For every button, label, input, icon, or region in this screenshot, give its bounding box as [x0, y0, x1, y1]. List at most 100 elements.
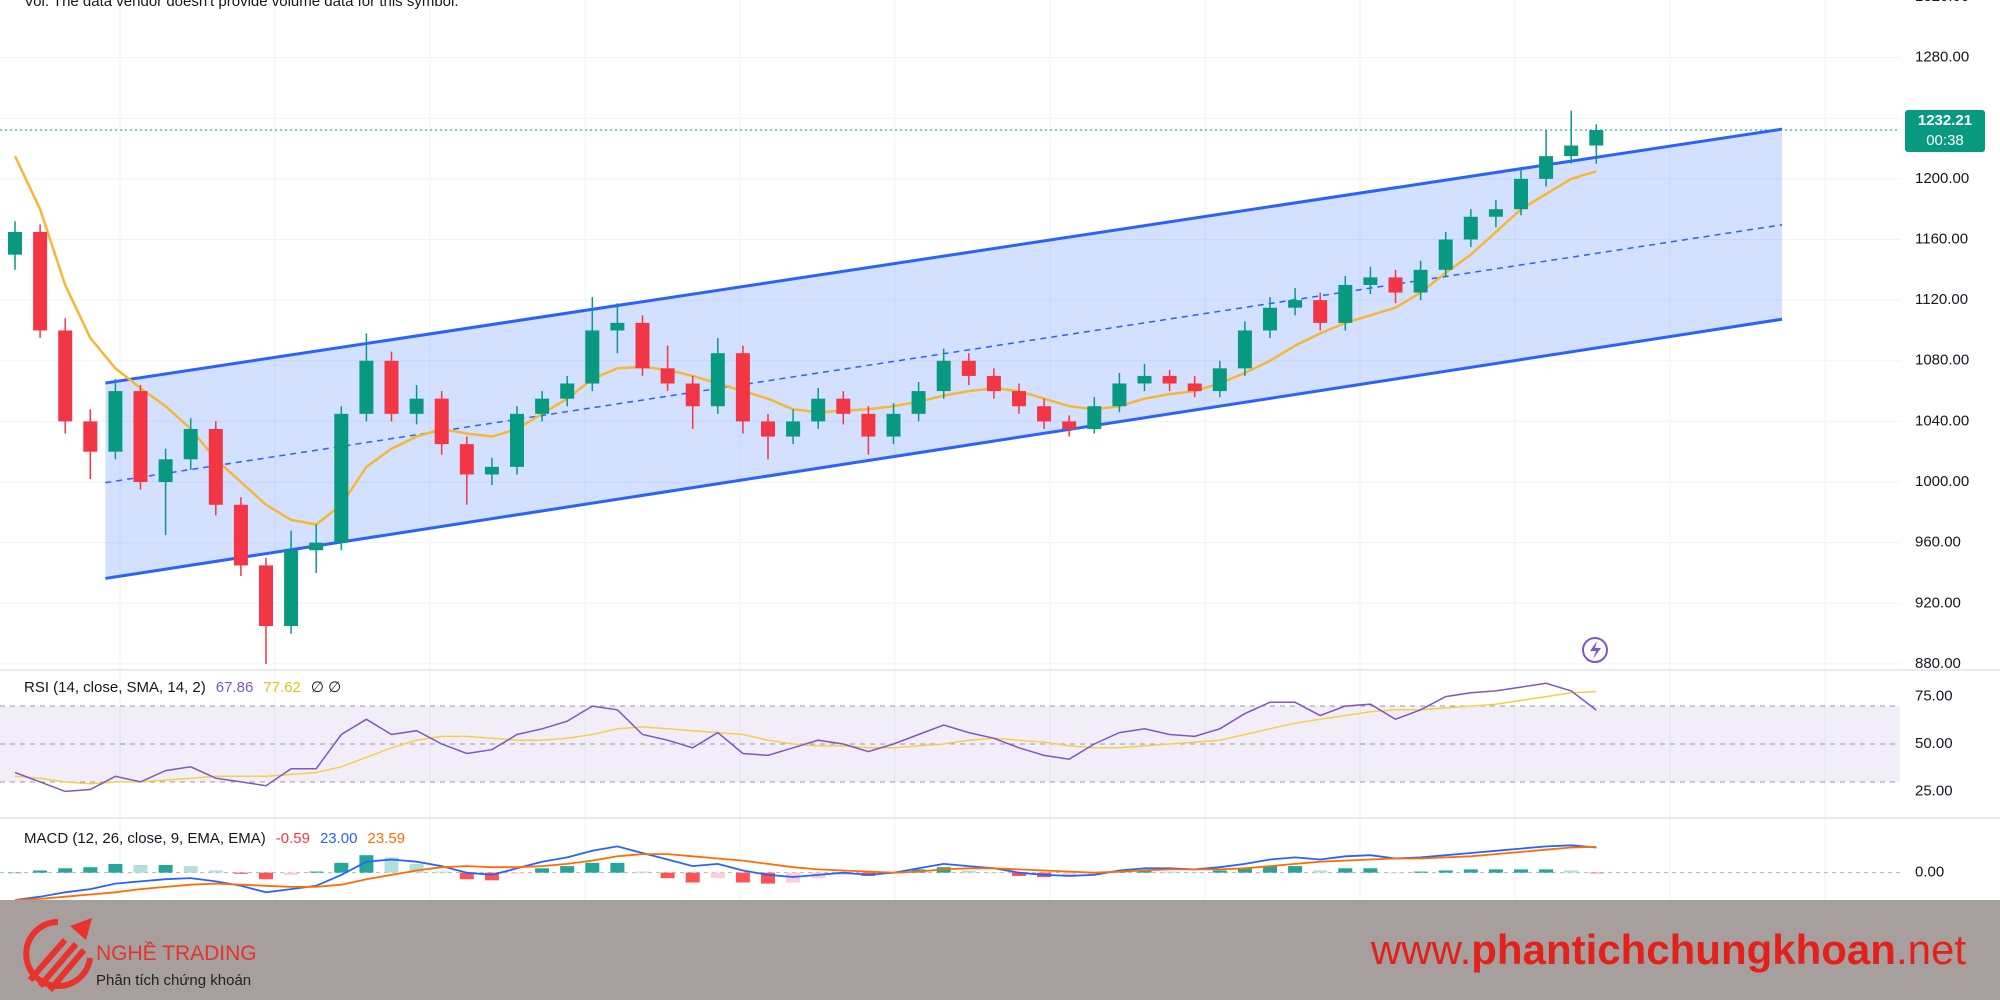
candle-body [183, 428, 198, 460]
moving-average [13, 155, 1597, 526]
candle-body [1162, 375, 1177, 384]
candle-body [83, 421, 98, 452]
histogram-bar [1514, 869, 1528, 873]
tagline: Phân tích chứng khoán [96, 972, 252, 989]
y-tick-label: 1000.00 [1915, 473, 1969, 490]
candle-body [1463, 216, 1478, 240]
y-tick-label: 880.00 [1915, 655, 1961, 672]
rsi-sma-value: 77.62 [263, 679, 301, 696]
y-tick-label: 960.00 [1915, 534, 1961, 551]
pane [8, 110, 1783, 664]
candle-body [1313, 300, 1328, 323]
y-tick-label: 1040.00 [1915, 412, 1969, 429]
histogram-bar [585, 862, 600, 873]
candle-body [158, 459, 173, 483]
rsi-line [14, 682, 1597, 793]
histogram-bar [1087, 872, 1102, 875]
y-tick-label: 25.00 [1915, 782, 1953, 799]
histogram-bar [8, 872, 22, 874]
candle-body [1112, 383, 1127, 407]
candle-body [585, 330, 600, 384]
candle-body [735, 353, 750, 422]
candle-body [384, 360, 399, 414]
rsi-legend: RSI (14, close, SMA, 14, 2) 67.86 77.62 ∅ ∅ [24, 679, 341, 696]
macd-line [14, 844, 1597, 900]
histogram-bar [1338, 868, 1353, 873]
channel-upper [105, 127, 1783, 385]
url-main: phantichchungkhoan [1471, 926, 1896, 973]
macd-line [14, 846, 1597, 900]
last-price-box [1905, 110, 1985, 153]
candle-body [1263, 307, 1277, 331]
candle-body [936, 360, 951, 392]
histogram-bar [710, 872, 725, 879]
candle-body [1488, 209, 1503, 217]
last-price-label: 1232.21 [1918, 112, 1972, 129]
candle-body [1363, 277, 1378, 285]
histogram-bar [1438, 870, 1453, 873]
macd-hist-value: -0.59 [276, 830, 310, 847]
candle-body [986, 375, 1001, 392]
candle-body [309, 542, 324, 551]
footer: NGHỀ TRADING Phân tích chứng khoán www.p… [0, 900, 2000, 1000]
pane [0, 844, 1900, 900]
candle-body [1564, 145, 1579, 157]
histogram-bar [133, 865, 148, 873]
candle-body [1087, 406, 1102, 429]
candle-body [334, 413, 349, 543]
histogram-bar [484, 872, 499, 881]
candle-body [108, 391, 123, 452]
website[interactable]: www.phantichchungkhoan.net [1371, 926, 1966, 974]
candle-body [33, 231, 48, 331]
histogram-bar [208, 870, 223, 873]
histogram-bar [610, 862, 625, 873]
candle-body [1237, 330, 1252, 369]
alert-icon[interactable] [1582, 637, 1608, 663]
candle-body [811, 398, 826, 422]
histogram-bar [735, 872, 750, 883]
histogram-bar [1413, 871, 1428, 873]
histogram-bar [259, 872, 273, 880]
candle-body [1589, 130, 1604, 146]
histogram-bar [359, 855, 374, 873]
candle-body [1413, 269, 1428, 293]
histogram-bar [1012, 872, 1026, 876]
url-prefix: www. [1370, 926, 1472, 973]
histogram-bar [1463, 869, 1478, 873]
histogram-bar [434, 871, 449, 873]
histogram-bar [1363, 868, 1378, 873]
candle-body [535, 398, 550, 414]
rsi-extra: ∅ ∅ [311, 679, 341, 696]
histogram-bar [1313, 870, 1328, 873]
candle-body [685, 383, 700, 407]
plot-layer: 1320.001280.001240.001200.001160.001120.… [0, 0, 2000, 900]
candle-body [233, 504, 248, 566]
candle-body [208, 428, 223, 505]
candle-body [133, 391, 148, 483]
histogram-bar [1062, 872, 1077, 878]
histogram-bar [1237, 868, 1252, 873]
histogram-bar [1288, 866, 1303, 873]
alert-bolt [1590, 641, 1601, 659]
histogram-bar [1162, 871, 1177, 873]
candle-body [886, 413, 901, 437]
candle-body [911, 391, 926, 414]
histogram-bar [685, 872, 700, 883]
y-tick-label: 1080.00 [1915, 352, 1969, 369]
histogram-bar [108, 863, 123, 873]
candle-body [1438, 239, 1453, 270]
candle-body [284, 550, 299, 627]
candle-body [484, 466, 499, 475]
y-tick-label: 1280.00 [1915, 49, 1969, 66]
candle-body [1539, 156, 1554, 179]
rsi-title: RSI (14, close, SMA, 14, 2) [24, 679, 206, 696]
candle-body [836, 398, 851, 414]
rsi-line [14, 690, 1597, 785]
candle-body [761, 421, 775, 437]
brand: NGHỀ TRADING [96, 942, 257, 965]
histogram-bar [961, 870, 976, 873]
y-tick-label: 0.00 [1915, 864, 1944, 881]
candle-body [259, 565, 273, 627]
countdown-label: 00:38 [1926, 132, 1964, 149]
